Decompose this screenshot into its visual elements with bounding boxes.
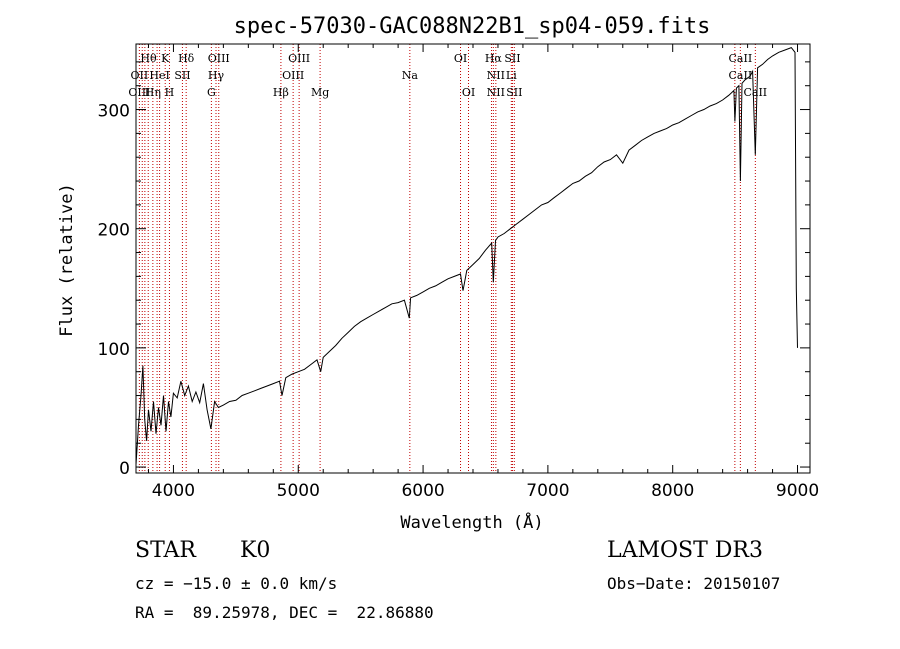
x-axis-ticks: 4000 5000 6000 7000 8000 9000	[147, 44, 819, 501]
line-label: HeI	[149, 69, 169, 82]
x-tick-label: 6000	[401, 481, 444, 501]
line-label: H	[165, 86, 175, 99]
y-tick-label: 0	[119, 459, 130, 479]
line-label: OI	[454, 52, 467, 65]
x-tick-label: 9000	[776, 481, 819, 501]
velocity: cz = −15.0 ± 0.0 km/s	[135, 574, 338, 593]
y-axis-label: Flux (relative)	[57, 183, 77, 337]
line-label: Li	[506, 69, 517, 82]
coordinates: RA = 89.25978, DEC = 22.86880	[135, 603, 434, 622]
y-tick-label: 100	[98, 340, 130, 360]
line-label: OII	[131, 69, 149, 82]
line-label: SII	[504, 52, 520, 65]
line-label: Hη	[145, 86, 161, 99]
x-tick-label: 8000	[651, 481, 694, 501]
obs-date: Obs−Date: 20150107	[607, 574, 781, 593]
line-label: Na	[402, 69, 419, 82]
line-label: G	[207, 86, 216, 99]
x-axis-label: Wavelength (Å)	[400, 511, 543, 533]
survey-name: LAMOST DR3	[607, 538, 763, 563]
y-tick-label: 200	[98, 221, 130, 241]
line-label: OIII	[208, 52, 230, 65]
line-label: OIII	[282, 69, 304, 82]
line-label: Mg	[311, 86, 329, 99]
chart-title: spec-57030-GAC088N22B1_sp04-059.fits	[234, 14, 711, 39]
y-tick-label: 300	[98, 102, 130, 122]
line-label: CaII	[743, 86, 767, 99]
line-label: OIII	[128, 86, 150, 99]
line-label: OI	[462, 86, 475, 99]
line-label: OIII	[288, 52, 310, 65]
plot-frame	[135, 43, 811, 474]
line-label: CaII	[729, 69, 753, 82]
object-class: STAR	[135, 538, 196, 563]
line-label: Hθ	[140, 52, 157, 65]
line-label: CaII	[729, 52, 753, 65]
x-tick-label: 7000	[526, 481, 569, 501]
line-label: SII	[506, 86, 522, 99]
line-label: SII	[174, 69, 190, 82]
y-axis-ticks: 0 100 200 300	[98, 61, 810, 479]
line-label: NII	[487, 86, 505, 99]
line-label: Hγ	[208, 69, 225, 82]
object-subclass: K0	[240, 538, 271, 563]
line-label: Hα	[485, 52, 503, 65]
x-tick-label: 5000	[277, 481, 320, 501]
x-tick-label: 4000	[152, 481, 195, 501]
spectral-line-markers	[138, 44, 756, 473]
line-label: K	[161, 52, 170, 65]
line-label: Hβ	[273, 86, 289, 99]
spectrum-line	[135, 47, 798, 465]
line-label: Hδ	[178, 52, 195, 65]
line-label: NII	[487, 69, 505, 82]
